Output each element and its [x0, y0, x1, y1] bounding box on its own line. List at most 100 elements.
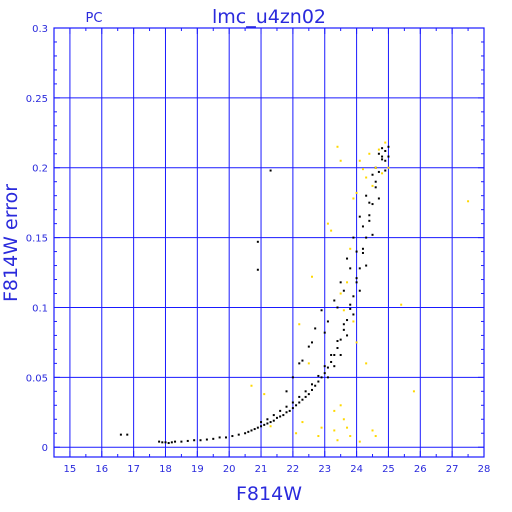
data-point — [164, 441, 167, 444]
data-point-secondary — [361, 168, 364, 171]
data-point-secondary — [358, 159, 361, 162]
chart-title: lmc_u4zn02 — [212, 6, 326, 28]
data-point — [339, 338, 342, 341]
data-point — [342, 328, 345, 331]
data-point — [158, 440, 161, 443]
data-point — [333, 365, 336, 368]
data-point — [355, 277, 358, 280]
data-point-secondary — [346, 426, 349, 429]
data-point — [161, 441, 164, 444]
x-tick-label: 23 — [318, 464, 331, 475]
data-point — [288, 409, 291, 412]
x-tick-label: 24 — [350, 464, 363, 475]
data-point — [333, 299, 336, 302]
data-point-secondary — [339, 404, 342, 407]
data-point — [346, 257, 349, 260]
data-point-secondary — [365, 362, 368, 365]
data-point — [320, 376, 323, 379]
data-point-secondary — [400, 303, 403, 306]
data-point — [291, 376, 294, 379]
data-point — [275, 416, 278, 419]
data-point-secondary — [346, 281, 349, 284]
data-point-secondary — [352, 197, 355, 200]
data-point — [205, 438, 208, 441]
data-point — [361, 225, 364, 228]
data-point — [352, 295, 355, 298]
data-point-secondary — [387, 166, 390, 169]
data-point — [256, 240, 259, 243]
x-tick-label: 18 — [159, 464, 172, 475]
data-point — [368, 201, 371, 204]
data-point — [358, 215, 361, 218]
data-point — [365, 236, 368, 239]
data-point-secondary — [298, 323, 301, 326]
data-point — [381, 155, 384, 158]
data-point — [365, 264, 368, 267]
data-point — [314, 384, 317, 387]
data-point-secondary — [301, 421, 304, 424]
data-point — [256, 268, 259, 271]
data-point — [282, 414, 285, 417]
y-tick-label: 0.05 — [26, 373, 48, 384]
data-point — [272, 419, 275, 422]
data-point — [269, 169, 272, 172]
data-point — [301, 398, 304, 401]
data-point-secondary — [317, 435, 320, 438]
data-point — [119, 433, 122, 436]
x-tick-label: 21 — [255, 464, 268, 475]
data-point-secondary — [368, 152, 371, 155]
data-point-secondary — [355, 341, 358, 344]
data-point — [225, 436, 227, 439]
data-point — [384, 169, 387, 172]
data-point — [346, 319, 349, 322]
data-point — [193, 439, 196, 442]
data-point — [247, 430, 250, 433]
grid-lines — [54, 27, 485, 457]
data-point — [298, 362, 301, 365]
data-point — [326, 376, 329, 379]
data-point — [285, 405, 288, 408]
data-point — [260, 425, 263, 428]
data-point — [307, 393, 310, 396]
data-point — [304, 395, 307, 398]
data-point-secondary — [381, 172, 384, 175]
data-point — [285, 390, 288, 393]
data-point-secondary — [349, 435, 352, 438]
data-point-secondary — [342, 309, 345, 312]
data-point — [384, 149, 387, 152]
data-point-secondary — [320, 426, 323, 429]
x-tick-label: 26 — [414, 464, 427, 475]
data-point-secondary — [336, 145, 339, 148]
data-point — [361, 251, 364, 254]
data-point — [384, 159, 387, 162]
data-point — [342, 323, 345, 326]
data-point — [358, 267, 361, 270]
data-point — [330, 353, 333, 356]
data-point — [339, 353, 342, 356]
data-point — [320, 309, 323, 312]
data-point-secondary — [330, 229, 333, 232]
data-point-secondary — [307, 362, 310, 365]
data-point — [301, 359, 304, 362]
data-point — [253, 428, 256, 431]
data-point — [323, 372, 326, 375]
data-point — [333, 353, 336, 356]
data-point — [180, 440, 183, 443]
data-point — [279, 409, 282, 412]
data-point — [126, 433, 129, 436]
data-point-secondary — [339, 292, 342, 295]
y-tick-label: 0.15 — [26, 234, 48, 245]
data-point — [263, 423, 266, 426]
data-point — [387, 145, 390, 148]
y-tick-label: 0.3 — [32, 24, 48, 35]
data-point — [371, 173, 374, 176]
data-point-secondary — [349, 247, 352, 250]
data-point-secondary — [374, 435, 377, 438]
data-point-secondary — [326, 222, 329, 225]
data-point-secondary — [342, 418, 345, 421]
data-point-secondary — [384, 141, 387, 144]
data-point — [336, 306, 339, 309]
data-point — [186, 439, 189, 442]
data-point — [304, 390, 307, 393]
data-point — [314, 327, 317, 330]
